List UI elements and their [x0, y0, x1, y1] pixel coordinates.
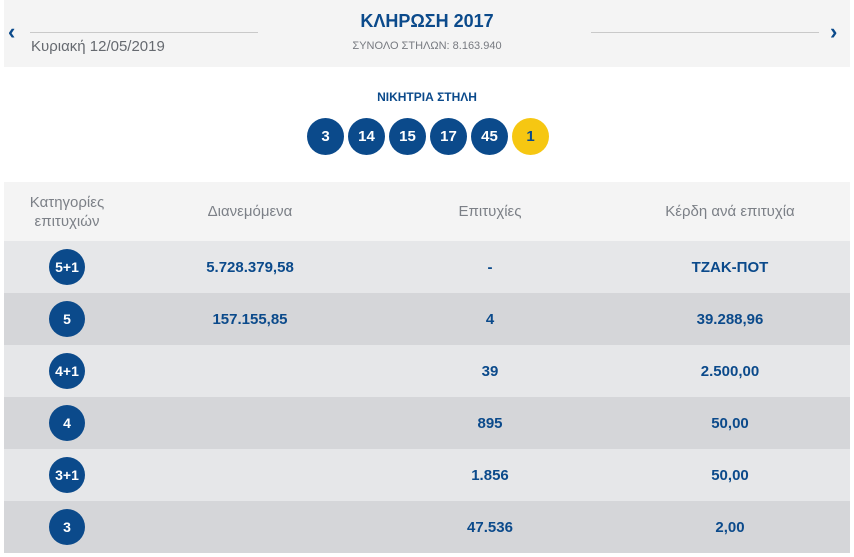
prize-per-winner: 50,00 [711, 414, 749, 432]
distributed-amount: 5.728.379,58 [206, 258, 294, 276]
table-row: 5 157.155,85 4 39.288,96 [4, 293, 850, 345]
prize-per-winner: 39.288,96 [696, 310, 764, 328]
winning-number-ball: 17 [430, 118, 467, 155]
category-badge: 5+1 [49, 249, 85, 285]
column-header-prize: Κέρδη ανά επιτυχία [665, 203, 795, 220]
table-row: 4 895 50,00 [4, 397, 850, 449]
winners-count: 39 [481, 362, 499, 380]
winning-number-ball: 45 [471, 118, 508, 155]
draw-date: Κυριακή 12/05/2019 [31, 38, 165, 55]
winners-count: 4 [485, 310, 495, 328]
table-header: Κατηγορίες επιτυχιών Διανεμόμενα Επιτυχί… [4, 182, 850, 241]
winners-count: 47.536 [467, 518, 513, 536]
chevron-right-icon[interactable]: › [830, 19, 838, 44]
prize-per-winner: 2,00 [715, 518, 745, 536]
category-badge: 4 [49, 405, 85, 441]
winners-count: 895 [477, 414, 503, 432]
table-row: 4+1 39 2.500,00 [4, 345, 850, 397]
divider [30, 32, 258, 33]
total-columns: ΣΥΝΟΛΟ ΣΤΗΛΩΝ: 8.163.940 [352, 40, 502, 52]
table-row: 3+1 1.856 50,00 [4, 449, 850, 501]
winning-numbers: 3 14 15 17 45 1 [307, 118, 549, 156]
category-badge: 3+1 [49, 457, 85, 493]
draw-header: ‹ Κυριακή 12/05/2019 ΚΛΗΡΩΣΗ 2017 ΣΥΝΟΛΟ… [4, 0, 850, 67]
category-badge: 3 [49, 509, 85, 545]
column-header-winners: Επιτυχίες [458, 203, 522, 220]
winning-column-label: ΝΙΚΗΤΡΙΑ ΣΤΗΛΗ [377, 90, 477, 104]
table-row: 5+1 5.728.379,58 - ΤΖΑΚ-ΠΟΤ [4, 241, 850, 293]
category-badge: 4+1 [49, 353, 85, 389]
distributed-amount: 157.155,85 [212, 310, 288, 328]
prize-per-winner: 50,00 [711, 466, 749, 484]
draw-title: ΚΛΗΡΩΣΗ 2017 [360, 11, 494, 31]
prize-table: Κατηγορίες επιτυχιών Διανεμόμενα Επιτυχί… [4, 182, 850, 553]
winning-number-ball: 14 [348, 118, 385, 155]
table-row: 3 47.536 2,00 [4, 501, 850, 553]
divider [591, 32, 819, 33]
chevron-left-icon[interactable]: ‹ [8, 19, 16, 44]
winning-number-ball: 3 [307, 118, 344, 155]
column-header-category: Κατηγορίες επιτυχιών [29, 193, 105, 230]
winning-number-ball: 15 [389, 118, 426, 155]
joker-number-ball: 1 [512, 118, 549, 155]
prize-per-winner: ΤΖΑΚ-ΠΟΤ [691, 258, 769, 276]
winners-count: 1.856 [471, 466, 509, 484]
column-header-distributed: Διανεμόμενα [207, 203, 293, 220]
category-badge: 5 [49, 301, 85, 337]
prize-per-winner: 2.500,00 [700, 362, 760, 380]
winners-count: - [487, 258, 493, 276]
